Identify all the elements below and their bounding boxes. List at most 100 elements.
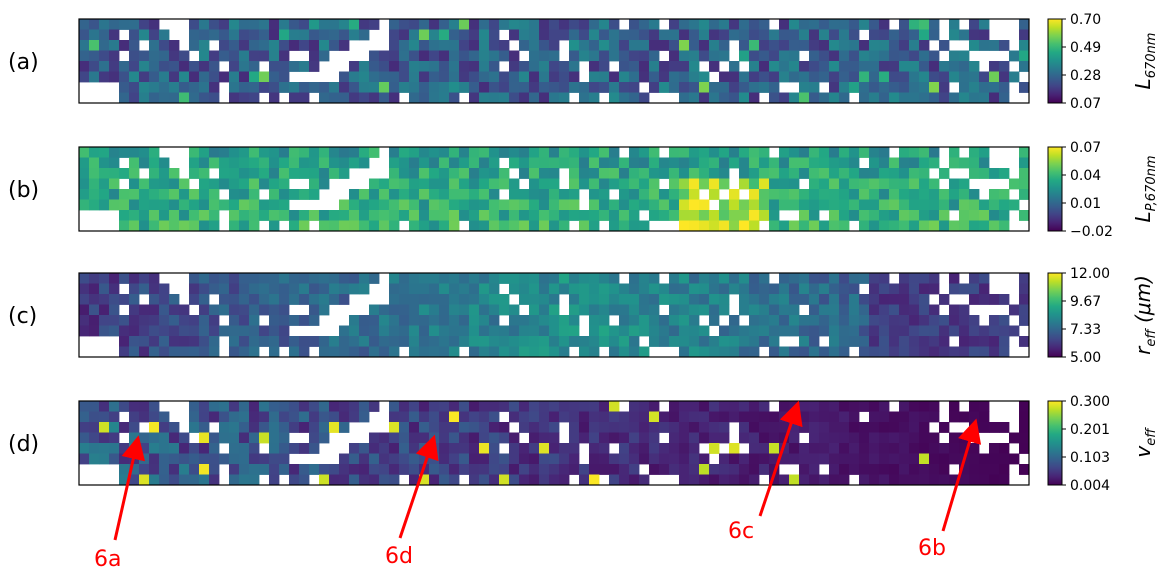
heatmap-cell	[719, 474, 730, 486]
heatmap-cell	[799, 199, 810, 211]
heatmap-cell	[459, 325, 470, 337]
heatmap-cell	[869, 178, 880, 190]
heatmap-cell	[379, 443, 390, 454]
heatmap-cell	[539, 401, 550, 412]
heatmap-cell	[339, 453, 350, 465]
heatmap-cell	[579, 19, 590, 30]
heatmap-cell	[1009, 432, 1020, 444]
heatmap-cell	[369, 432, 380, 444]
heatmap-cell	[429, 325, 440, 337]
heatmap-cell	[789, 50, 800, 62]
heatmap-cell	[309, 336, 320, 347]
heatmap-cell	[679, 50, 690, 62]
heatmap-cell	[239, 283, 250, 295]
heatmap-cell	[559, 411, 570, 423]
colorbar-tick-label: 0.04	[1070, 168, 1101, 184]
heatmap-cell	[599, 283, 610, 295]
heatmap-cell	[659, 315, 670, 326]
heatmap-cell	[599, 210, 610, 221]
heatmap-cell	[579, 401, 590, 412]
heatmap-cell	[279, 432, 290, 444]
heatmap-cell	[469, 474, 480, 486]
heatmap-cell	[149, 453, 160, 465]
heatmap-cell	[529, 178, 540, 190]
heatmap-cell	[869, 336, 880, 347]
heatmap-cell	[79, 40, 90, 51]
heatmap-cell	[799, 71, 810, 83]
heatmap-frame	[78, 272, 1030, 358]
heatmap-cell	[409, 40, 420, 51]
heatmap-cell	[999, 71, 1010, 83]
heatmap-cell	[989, 336, 1000, 347]
heatmap-cell	[139, 346, 150, 358]
heatmap-cell	[1009, 453, 1020, 465]
heatmap-cell	[279, 453, 290, 465]
heatmap-cell	[669, 82, 680, 93]
heatmap-cell	[529, 432, 540, 444]
heatmap-cell	[919, 178, 930, 190]
heatmap-cell	[599, 443, 610, 454]
heatmap-cell	[689, 443, 700, 454]
heatmap-cell	[999, 336, 1010, 347]
heatmap-cell	[679, 294, 690, 305]
heatmap-cell	[779, 29, 790, 41]
heatmap-cell	[839, 294, 850, 305]
heatmap-cell	[319, 92, 330, 104]
heatmap-cell	[439, 220, 450, 232]
heatmap-cell	[749, 92, 760, 104]
heatmap-cell	[539, 411, 550, 423]
heatmap-cell	[859, 443, 870, 454]
heatmap-cell	[139, 273, 150, 284]
heatmap-cell	[969, 189, 980, 200]
heatmap-cell	[629, 168, 640, 179]
heatmap-cell	[739, 92, 750, 104]
heatmap-cell	[219, 325, 230, 337]
heatmap-cell	[739, 432, 750, 444]
heatmap-cell	[879, 92, 890, 104]
heatmap-cell	[929, 82, 940, 93]
heatmap-cell	[389, 92, 400, 104]
heatmap-cell	[269, 411, 280, 423]
heatmap-cell	[599, 411, 610, 423]
heatmap-cell	[999, 189, 1010, 200]
heatmap-cell	[629, 411, 640, 423]
heatmap-cell	[909, 346, 920, 358]
heatmap-cell	[529, 464, 540, 475]
heatmap-cell	[849, 71, 860, 83]
heatmap-cell	[809, 50, 820, 62]
heatmap-cell	[319, 29, 330, 41]
heatmap-cell	[709, 401, 720, 412]
heatmap-cell	[899, 168, 910, 179]
heatmap-cell	[809, 411, 820, 423]
heatmap-cell	[639, 453, 650, 465]
heatmap-cell	[869, 82, 880, 93]
heatmap-cell	[349, 157, 360, 169]
heatmap-cell	[149, 325, 160, 337]
heatmap-cell	[669, 189, 680, 200]
heatmap-cell	[139, 178, 150, 190]
heatmap-cell	[1019, 157, 1030, 169]
heatmap-cell	[569, 422, 580, 433]
heatmap-cell	[849, 189, 860, 200]
heatmap-cell	[569, 304, 580, 316]
heatmap-cell	[349, 443, 360, 454]
heatmap-cell	[449, 82, 460, 93]
heatmap-cell	[109, 71, 120, 83]
heatmap-cell	[279, 283, 290, 295]
heatmap-cell	[109, 401, 120, 412]
heatmap-cell	[859, 92, 870, 104]
heatmap-cell	[789, 294, 800, 305]
heatmap-cell	[909, 474, 920, 486]
heatmap-cell	[879, 168, 890, 179]
heatmap-cell	[139, 199, 150, 211]
heatmap-cell	[819, 474, 830, 486]
heatmap-cell	[569, 294, 580, 305]
heatmap-cell	[689, 336, 700, 347]
heatmap-cell	[299, 189, 310, 200]
heatmap-cell	[199, 273, 210, 284]
heatmap-cell	[419, 273, 430, 284]
heatmap-cell	[349, 61, 360, 72]
heatmap-cell	[349, 315, 360, 326]
heatmap-cell	[89, 325, 100, 337]
heatmap-cell	[639, 189, 650, 200]
